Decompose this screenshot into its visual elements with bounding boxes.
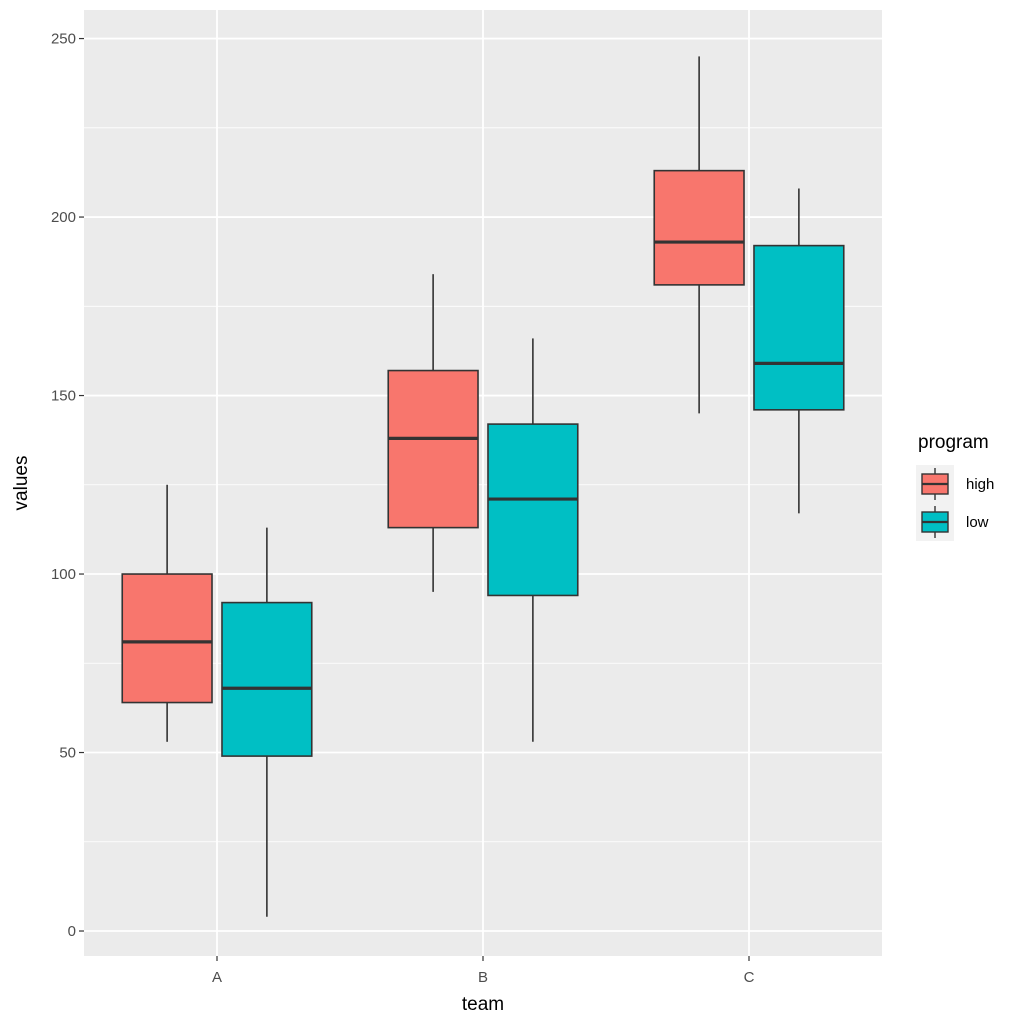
legend-item-low: low <box>916 503 989 541</box>
box-high-A <box>121 484 213 742</box>
y-axis: 0 50 100 150 200 250 <box>51 31 84 940</box>
y-tick-label: 100 <box>51 566 76 583</box>
y-tick-label: 150 <box>51 388 76 405</box>
x-tick-label: A <box>212 969 222 986</box>
y-tick-label: 250 <box>51 31 76 48</box>
major-gridlines <box>84 10 882 956</box>
x-tick-label: B <box>478 969 488 986</box>
legend-item-high: high <box>916 465 994 503</box>
box-high-C <box>653 56 745 414</box>
box-low-B <box>487 338 579 742</box>
x-axis-title: team <box>462 994 504 1015</box>
x-tick-label: C <box>744 969 755 986</box>
box-low-C <box>753 188 845 514</box>
y-axis-title: values <box>11 456 32 511</box>
legend-label: high <box>966 476 994 493</box>
box-body <box>221 601 313 757</box>
x-axis: A B C <box>212 956 755 986</box>
legend-title: program <box>918 432 989 453</box>
box-body <box>121 573 213 704</box>
box-body <box>653 169 745 286</box>
y-tick-label: 50 <box>59 745 76 762</box>
box-body <box>753 244 845 411</box>
y-tick-label: 200 <box>51 209 76 226</box>
legend: program high low <box>916 432 994 541</box>
box-body <box>387 369 479 529</box>
box-low-A <box>221 527 313 917</box>
boxes <box>121 56 845 917</box>
box-high-B <box>387 274 479 592</box>
box-body <box>487 423 579 597</box>
legend-label: low <box>966 514 989 531</box>
y-tick-label: 0 <box>68 923 76 940</box>
